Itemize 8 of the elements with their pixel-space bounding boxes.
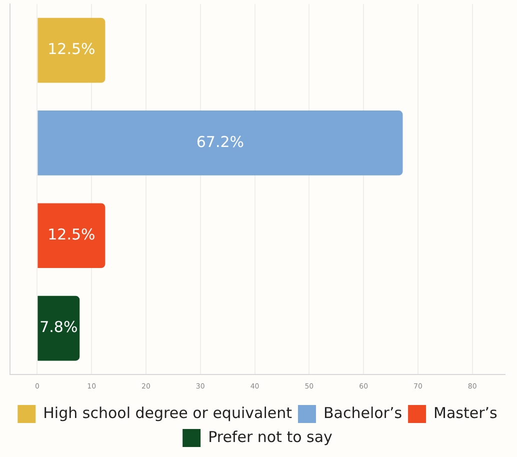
- legend-label: Bachelor’s: [323, 404, 402, 422]
- data-label: 7.8%: [40, 318, 78, 336]
- data-label: 12.5%: [48, 226, 96, 244]
- legend-label: Master’s: [434, 404, 498, 422]
- legend-label: High school degree or equivalent: [43, 404, 292, 422]
- data-label: 12.5%: [48, 40, 96, 58]
- legend-label: Prefer not to say: [208, 428, 333, 446]
- data-label: 67.2%: [196, 132, 244, 151]
